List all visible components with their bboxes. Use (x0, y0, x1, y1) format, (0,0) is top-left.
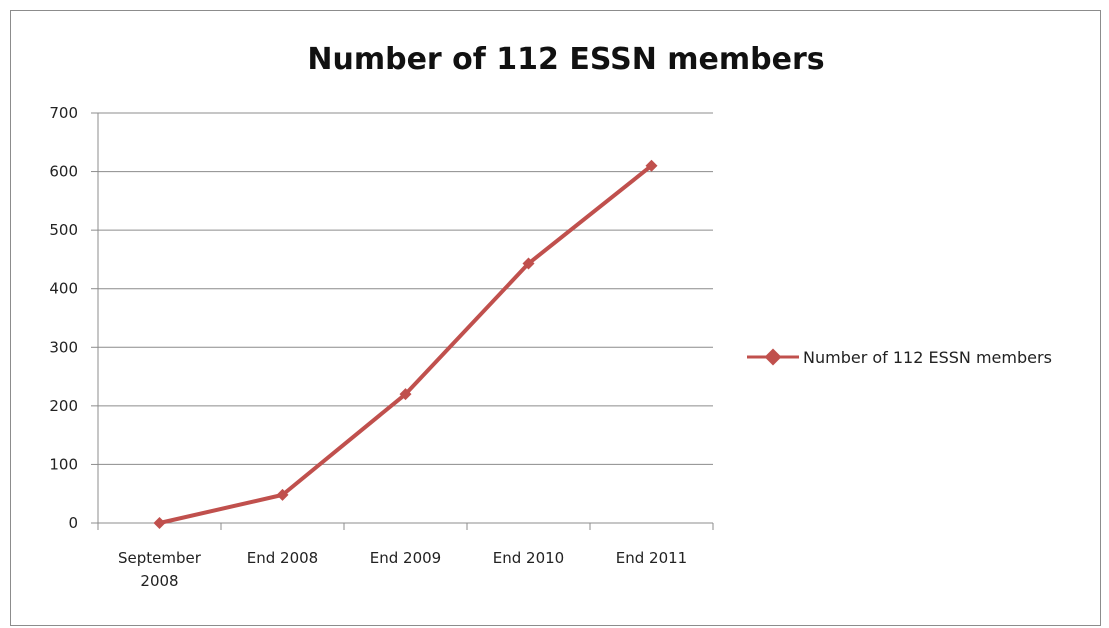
series-line (157, 163, 654, 525)
legend-diamond-marker (764, 348, 782, 366)
chart-frame: Number of 112 ESSN members 0 100 200 300 400… (10, 10, 1101, 626)
x-tick-label: 2008 (140, 572, 178, 590)
line-chart: Number of 112 ESSN members 0 100 200 300 400… (49, 42, 1052, 590)
data-point-marker (645, 159, 658, 172)
chart-title: Number of 112 ESSN members (307, 42, 824, 77)
x-tick-label: End 2011 (616, 549, 687, 567)
y-tick-label: 500 (49, 221, 78, 239)
y-tick-label: 400 (49, 280, 78, 298)
y-tick-label: 300 (49, 338, 78, 356)
y-tick-label: 0 (68, 514, 78, 532)
data-point-marker (522, 257, 535, 270)
data-point-marker (399, 388, 412, 401)
axes: 0 100 200 300 400 500 600 700 September 2008 End 2… (49, 104, 714, 590)
gridlines (98, 112, 713, 465)
data-point-marker (153, 517, 166, 529)
x-tick-label: End 2008 (247, 549, 318, 567)
y-tick-label: 100 (49, 455, 78, 473)
legend-label: Number of 112 ESSN members (803, 348, 1052, 367)
x-tick-label: September (118, 549, 202, 567)
x-tick-label: End 2010 (493, 549, 564, 567)
legend: Number of 112 ESSN members (747, 348, 1052, 367)
series-layer (153, 159, 658, 529)
x-tick-label: End 2009 (370, 549, 441, 567)
data-point-marker (276, 488, 289, 501)
y-tick-label: 700 (49, 104, 78, 122)
y-tick-label: 600 (49, 163, 78, 181)
y-tick-label: 200 (49, 397, 78, 415)
